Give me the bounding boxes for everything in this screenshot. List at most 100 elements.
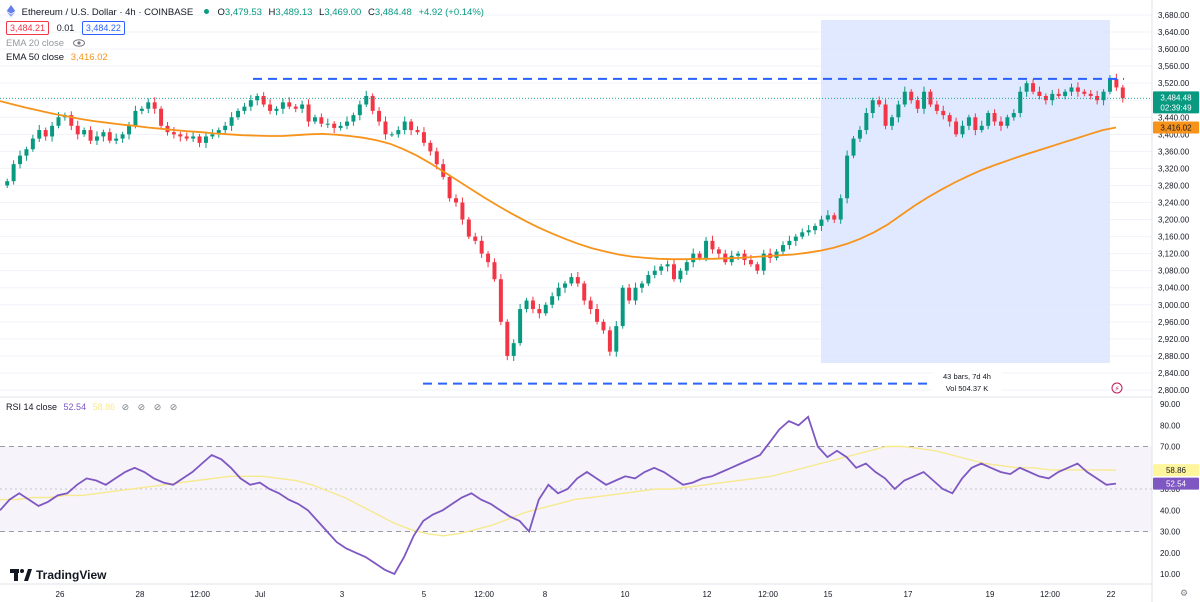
candle-body	[793, 236, 798, 241]
candle-body	[88, 130, 93, 141]
candle-body	[11, 164, 16, 182]
rsi-hidden-icons: ⊘ ⊘ ⊘ ⊘	[121, 402, 181, 412]
measurement-box[interactable]	[821, 20, 1110, 363]
candle-body	[300, 104, 305, 109]
candle-body	[421, 132, 426, 143]
candle-body	[274, 108, 279, 111]
candle-body	[569, 277, 574, 284]
candle-body	[216, 130, 221, 135]
candle-body	[845, 155, 850, 199]
candle-body	[152, 102, 157, 109]
time-tick: 17	[904, 590, 913, 599]
price-axis[interactable]: 3,680.00 3,640.00 3,600.00 3,560.00 3,520.00…	[1158, 11, 1190, 395]
candle-body	[466, 219, 471, 237]
candle-body	[505, 321, 510, 356]
candle-body	[678, 270, 683, 280]
candle-body	[402, 121, 407, 131]
price-tick: 3,400.00	[1158, 130, 1190, 139]
trade-buttons: 3,484.21 0.01 3,484.22	[6, 21, 125, 35]
candle-body	[819, 219, 824, 226]
candle-body	[498, 279, 503, 322]
price-tick: 3,320.00	[1158, 164, 1190, 173]
price-tick: 3,440.00	[1158, 113, 1190, 122]
candle-body	[1120, 87, 1125, 99]
time-tick: 3	[340, 590, 345, 599]
candle-body	[665, 264, 670, 267]
time-tick: 22	[1107, 590, 1116, 599]
candle-body	[1043, 95, 1048, 101]
price-tick: 3,120.00	[1158, 250, 1190, 259]
candle-body	[915, 100, 920, 109]
candle-body	[5, 181, 10, 186]
candle-body	[947, 115, 952, 122]
candle-body	[1114, 78, 1119, 88]
candle-body	[1069, 87, 1074, 92]
candle-body	[639, 283, 644, 288]
close-label: C	[367, 7, 375, 18]
candle-body	[761, 253, 766, 271]
candle-body	[672, 264, 676, 280]
candle-body	[1056, 93, 1061, 96]
candle-body	[1107, 78, 1112, 92]
candle-body	[351, 115, 356, 122]
ethereum-icon	[6, 5, 16, 17]
rsi-ma-line	[0, 445, 1117, 537]
candle-body	[30, 138, 35, 150]
candle-body	[306, 104, 311, 122]
measurement-vol-label: Vol 504.37 K	[946, 384, 989, 393]
candle-body	[1095, 95, 1100, 101]
candle-body	[524, 300, 529, 310]
rsi-tick: 30.00	[1160, 528, 1181, 537]
candle-body	[454, 198, 458, 203]
candle-body	[338, 125, 343, 128]
symbol-title[interactable]: Ethereum / U.S. Dollar · 4h · COINBASE	[21, 7, 194, 18]
candle-body	[242, 106, 247, 111]
buy-button[interactable]: 3,484.22	[81, 21, 125, 35]
price-tick: 3,240.00	[1158, 199, 1190, 208]
candle-body	[396, 130, 401, 135]
candle-body	[607, 330, 612, 352]
price-tick: 3,080.00	[1158, 267, 1190, 276]
price-tick: 3,360.00	[1158, 147, 1190, 156]
rsi-badge-text: 52.54	[1166, 480, 1187, 489]
candle-body	[922, 91, 927, 109]
candle-body	[992, 113, 997, 122]
ema20-legend[interactable]: EMA 20 close	[6, 38, 85, 50]
close-value: 3,484.48	[374, 7, 412, 18]
eye-icon[interactable]	[72, 39, 85, 47]
price-tick: 3,160.00	[1158, 233, 1190, 242]
price-tick: 3,280.00	[1158, 181, 1190, 190]
event-marker[interactable]	[1111, 382, 1123, 394]
sell-button[interactable]: 3,484.21	[6, 21, 50, 35]
settings-icon[interactable]: ⚙	[1180, 589, 1188, 599]
candle-body	[979, 125, 984, 131]
candles	[5, 73, 1125, 362]
candle-body	[146, 102, 151, 109]
low-value: 3,469.00	[324, 7, 362, 18]
candle-body	[50, 125, 55, 137]
tradingview-logo[interactable]: TradingView	[10, 568, 106, 582]
candle-body	[171, 132, 176, 135]
candle-body	[261, 95, 266, 105]
candle-body	[582, 283, 587, 301]
candle-body	[825, 215, 830, 220]
candle-body	[716, 249, 721, 254]
ema50-legend[interactable]: EMA 50 close 3,416.02	[6, 52, 108, 64]
candle-body	[370, 95, 375, 111]
candle-body	[69, 115, 74, 126]
candle-body	[82, 130, 87, 135]
candle-body	[652, 270, 657, 275]
time-tick: 12	[703, 590, 712, 599]
candle-body	[627, 287, 632, 301]
price-tick: 3,520.00	[1158, 79, 1190, 88]
candle-body	[75, 125, 80, 135]
candle-body	[460, 202, 465, 220]
high-value: 3,489.13	[275, 7, 313, 18]
candle-body	[973, 117, 978, 131]
time-axis[interactable]: 26 28 12:00 Jul 3 5 12:00 8 10 12 12:00 15 17 19 12:00…	[56, 590, 1116, 599]
rsi-legend[interactable]: RSI 14 close 52.54 58.86 ⊘ ⊘ ⊘ ⊘	[6, 401, 180, 413]
candle-body	[178, 134, 183, 137]
time-tick: 15	[824, 590, 833, 599]
